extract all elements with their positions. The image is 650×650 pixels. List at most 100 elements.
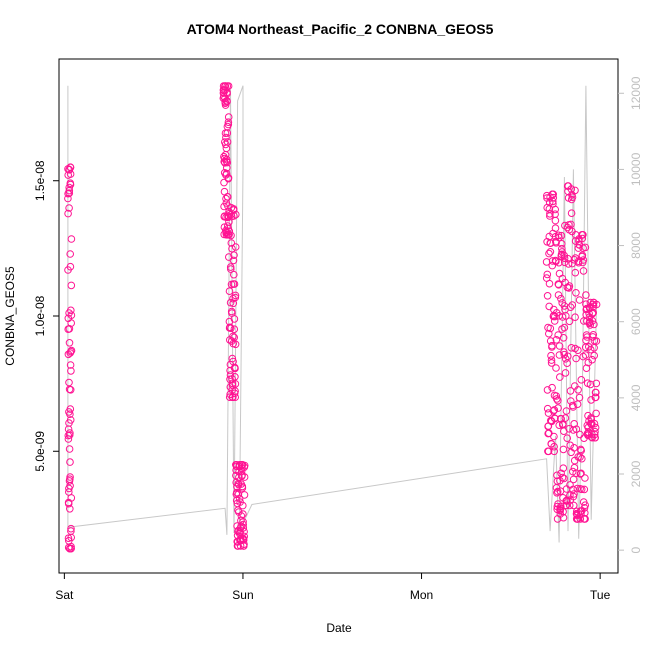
data-point (222, 194, 230, 203)
data-point (590, 320, 598, 329)
data-point (591, 423, 600, 432)
data-point (570, 463, 579, 472)
data-point (231, 373, 239, 381)
data-point (230, 333, 238, 342)
data-point (544, 447, 553, 456)
data-point (67, 494, 76, 502)
y-tick-label: 1.5e-08 (33, 160, 47, 201)
data-point (573, 400, 582, 409)
data-point (557, 240, 566, 248)
data-point (563, 434, 572, 443)
data-point (580, 485, 589, 494)
data-point (562, 407, 571, 415)
data-point (223, 158, 232, 167)
data-point (549, 190, 558, 199)
data-point (574, 346, 582, 355)
data-point (64, 209, 72, 218)
data-point (562, 501, 571, 510)
data-point (565, 501, 574, 510)
data-point (239, 536, 248, 544)
data-point (235, 494, 244, 503)
data-point (225, 287, 234, 296)
data-point (66, 505, 74, 513)
plot-frame (58, 58, 619, 574)
data-point (550, 447, 559, 456)
data-point (577, 485, 586, 494)
data-point (579, 231, 587, 239)
data-point (67, 235, 76, 243)
x-tick-label: Sat (55, 588, 74, 602)
data-point (564, 260, 573, 268)
data-point (572, 425, 581, 434)
data-point (546, 324, 555, 333)
data-point (240, 532, 248, 541)
data-point (553, 395, 561, 403)
data-point (546, 239, 555, 247)
data-point (220, 178, 228, 187)
data-point (569, 492, 578, 501)
data-point (560, 323, 569, 332)
y-axis-label: CONBNA_GEOS5 (3, 266, 17, 366)
data-point (222, 144, 231, 153)
data-point (558, 473, 567, 482)
y-tick-label: 1.0e-08 (33, 295, 47, 336)
data-point (561, 414, 570, 422)
data-point (592, 393, 600, 402)
data-point (225, 393, 234, 402)
data-point (545, 302, 554, 311)
data-point (568, 193, 577, 201)
data-point (579, 352, 588, 361)
data-point (65, 445, 74, 453)
y2-tick-label: 6000 (629, 308, 643, 335)
data-point (548, 383, 556, 392)
data-point (553, 487, 562, 496)
data-point (66, 405, 75, 413)
data-point (224, 118, 233, 126)
data-point (555, 342, 564, 350)
data-point (66, 429, 74, 437)
data-point (568, 301, 577, 309)
data-point (65, 339, 74, 347)
data-point (230, 280, 239, 288)
data-point (569, 467, 577, 476)
data-point (222, 133, 230, 142)
data-point (552, 364, 560, 372)
data-point (561, 355, 570, 363)
data-point (560, 254, 569, 263)
data-point (232, 210, 240, 219)
data-point (543, 292, 552, 300)
data-point (233, 488, 241, 497)
data-point (566, 491, 574, 500)
data-point (560, 350, 569, 359)
data-point (224, 82, 233, 90)
data-point (67, 281, 76, 290)
data-point (238, 471, 246, 479)
data-point (231, 291, 240, 300)
data-point (566, 387, 575, 395)
x-tick-label: Sun (232, 588, 253, 602)
data-point (230, 270, 238, 279)
data-point (582, 336, 590, 345)
data-point (545, 249, 553, 258)
data-point (240, 527, 248, 536)
data-point (592, 409, 600, 418)
data-point (592, 337, 601, 345)
data-point (555, 258, 563, 267)
data-point (66, 410, 74, 419)
data-point (571, 268, 580, 277)
data-point (231, 393, 239, 402)
data-point (577, 376, 586, 384)
data-point (582, 364, 591, 373)
data-point (228, 379, 237, 388)
data-point (581, 509, 589, 517)
data-point (581, 474, 589, 482)
data-point (239, 520, 247, 529)
data-point (239, 518, 247, 526)
data-point (565, 317, 574, 326)
data-point (67, 311, 76, 320)
data-point (543, 386, 552, 394)
data-point (567, 220, 575, 229)
data-point (576, 430, 584, 439)
data-point (569, 485, 577, 494)
data-point (581, 351, 590, 359)
